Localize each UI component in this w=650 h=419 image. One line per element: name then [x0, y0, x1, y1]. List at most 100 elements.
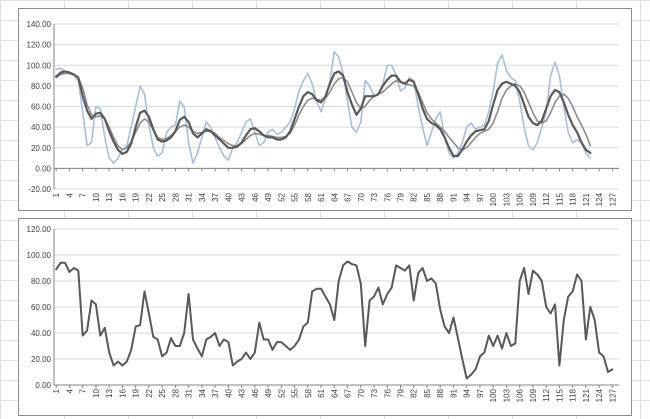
x-tick-label: 85 [423, 192, 432, 201]
series-line-3 [55, 70, 592, 158]
x-tick-label: 64 [330, 388, 339, 397]
x-tick-label: 70 [357, 192, 366, 201]
x-tick-label: 46 [251, 192, 260, 201]
x-tick-label: 19 [132, 192, 141, 201]
x-tick-label: 13 [105, 388, 114, 397]
x-tick-label: 4 [65, 388, 74, 393]
x-tick-label: 1 [52, 192, 61, 197]
series-line-1 [55, 260, 614, 380]
series-line-1 [55, 50, 592, 164]
x-tick-label: 94 [463, 192, 472, 201]
x-tick-label: 52 [277, 388, 286, 397]
x-tick-label: 100 [489, 388, 498, 402]
x-tick-label: 100 [489, 192, 498, 206]
x-tick-label: 82 [410, 388, 419, 397]
y-tick-label: 60.00 [31, 103, 52, 112]
y-tick-label: 40.00 [31, 123, 52, 132]
x-tick-label: 91 [449, 388, 458, 397]
x-tick-label: 10 [92, 192, 101, 201]
y-tick-label: 140.00 [27, 20, 52, 29]
x-tick-label: 7 [79, 192, 88, 197]
y-tick-label: -20.00 [28, 185, 51, 194]
y-tick-label: 0.00 [35, 164, 51, 173]
x-tick-label: 106 [516, 388, 525, 402]
x-tick-label: 31 [185, 192, 194, 201]
x-tick-label: 91 [449, 192, 458, 201]
x-tick-label: 118 [569, 192, 578, 205]
y-tick-label: 120.00 [27, 41, 52, 50]
x-tick-label: 10 [92, 388, 101, 397]
x-tick-label: 109 [529, 388, 538, 402]
y-tick-label: 100.00 [27, 61, 52, 70]
x-tick-label: 121 [582, 192, 591, 206]
x-tick-label: 58 [304, 388, 313, 397]
x-tick-label: 46 [251, 388, 260, 397]
upper-line-chart: 140.00 120.00 100.00 80.00 60.00 40.00 20.00 0.… [18, 8, 632, 211]
y-tick-label: 40.00 [31, 329, 52, 338]
x-tick-label: 16 [118, 192, 127, 201]
x-tick-label: 73 [370, 192, 379, 201]
x-tick-label: 103 [502, 192, 511, 206]
x-tick-label: 37 [211, 192, 220, 201]
x-tick-label: 61 [317, 388, 326, 397]
y-tick-label: 60.00 [31, 303, 52, 312]
x-tick-label: 28 [171, 192, 180, 201]
x-tick-label: 124 [595, 388, 604, 402]
x-tick-label: 103 [502, 388, 511, 402]
x-tick-label: 1 [52, 388, 61, 393]
x-tick-label: 70 [357, 388, 366, 397]
x-tick-label: 61 [317, 192, 326, 201]
x-tick-label: 106 [516, 192, 525, 206]
x-tick-label: 4 [65, 192, 74, 197]
x-tick-label: 97 [476, 192, 485, 201]
x-tick-label: 25 [158, 192, 167, 201]
x-tick-label: 118 [569, 388, 578, 401]
x-tick-label: 49 [264, 388, 273, 397]
x-tick-label: 49 [264, 192, 273, 201]
x-tick-label: 127 [608, 388, 617, 402]
x-tick-label: 112 [542, 192, 551, 205]
x-tick-label: 43 [238, 192, 247, 201]
x-tick-label: 67 [344, 388, 353, 397]
x-tick-label: 28 [171, 388, 180, 397]
x-tick-label: 22 [145, 192, 154, 201]
x-tick-label: 40 [224, 388, 233, 397]
x-tick-label: 67 [344, 192, 353, 201]
x-tick-label: 79 [397, 388, 406, 397]
y-tick-label: 100.00 [27, 251, 52, 260]
x-tick-label: 115 [555, 388, 564, 401]
x-tick-label: 7 [79, 388, 88, 393]
x-tick-label: 76 [383, 388, 392, 397]
lower-line-chart: 120.00 100.00 80.00 60.00 40.00 20.00 0.00 1 4 7 1… [18, 218, 632, 416]
x-tick-label: 76 [383, 192, 392, 201]
x-tick-label: 34 [198, 192, 207, 201]
x-tick-label: 52 [277, 192, 286, 201]
x-tick-label: 13 [105, 192, 114, 201]
series-line-2 [55, 72, 592, 151]
x-tick-label: 94 [463, 388, 472, 397]
x-tick-label: 55 [291, 192, 300, 201]
x-tick-label: 22 [145, 388, 154, 397]
x-tick-label: 97 [476, 388, 485, 397]
x-tick-label: 82 [410, 192, 419, 201]
y-tick-label: 120.00 [27, 225, 52, 234]
y-tick-label: 20.00 [31, 144, 52, 153]
x-tick-label: 43 [238, 388, 247, 397]
x-tick-label: 40 [224, 192, 233, 201]
x-tick-label: 58 [304, 192, 313, 201]
x-tick-label: 121 [582, 388, 591, 402]
x-tick-label: 79 [397, 192, 406, 201]
x-tick-label: 85 [423, 388, 432, 397]
x-tick-label: 124 [595, 192, 604, 206]
y-tick-label: 80.00 [31, 82, 52, 91]
y-tick-label: 80.00 [31, 277, 52, 286]
x-tick-label: 127 [608, 192, 617, 206]
x-tick-label: 88 [436, 192, 445, 201]
x-tick-label: 73 [370, 388, 379, 397]
y-tick-label: 20.00 [31, 355, 52, 364]
upper-chart-plot: 140.00 120.00 100.00 80.00 60.00 40.00 20.00 0.… [27, 20, 619, 206]
x-tick-label: 16 [118, 388, 127, 397]
x-tick-label: 19 [132, 388, 141, 397]
x-tick-label: 34 [198, 388, 207, 397]
